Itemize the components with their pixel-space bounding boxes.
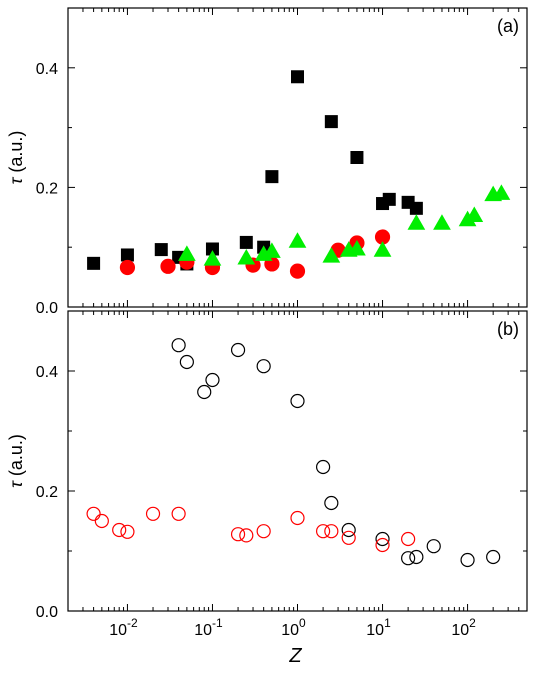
data-point	[324, 524, 339, 539]
x-tick-label: 10-1	[194, 616, 223, 639]
x-tick-label-exponent: -1	[212, 616, 223, 630]
x-tick-label-base: 10	[281, 622, 299, 639]
data-point	[179, 354, 194, 370]
data-point	[324, 115, 338, 129]
y-tick-label: 0.2	[36, 484, 58, 501]
data-point	[460, 552, 475, 568]
x-tick-label-exponent: 2	[469, 616, 476, 630]
y-axis-label: τ (a.u.)	[6, 131, 26, 185]
data-point	[409, 549, 424, 565]
data-point	[407, 214, 426, 230]
data-point	[86, 506, 101, 521]
y-axis-label-unit: (a.u.)	[6, 434, 26, 476]
plot-frame	[67, 7, 528, 308]
data-point	[401, 531, 416, 547]
data-point	[256, 524, 271, 539]
data-point	[256, 359, 271, 374]
data-point	[178, 245, 196, 261]
x-tick-label: 101	[366, 616, 391, 639]
data-point	[465, 206, 484, 223]
plot-frame	[67, 310, 528, 612]
data-point	[171, 338, 186, 353]
series-3	[178, 184, 511, 266]
data-point	[409, 201, 423, 215]
data-point	[288, 232, 307, 248]
data-point	[230, 342, 246, 358]
data-point	[291, 70, 304, 84]
data-point	[426, 539, 441, 554]
data-point	[230, 527, 246, 542]
data-point	[145, 506, 161, 521]
x-tick-label: 100	[281, 616, 306, 639]
data-point	[350, 151, 364, 164]
series-1	[87, 70, 423, 271]
data-point	[315, 524, 331, 539]
data-point	[237, 248, 256, 265]
series-1	[171, 338, 501, 568]
x-tick-label-exponent: 0	[299, 616, 306, 630]
data-point	[265, 170, 279, 184]
data-point	[119, 259, 136, 276]
data-point	[341, 530, 356, 545]
series-2	[86, 506, 416, 553]
data-point	[315, 459, 331, 475]
x-tick-label-base: 10	[194, 622, 212, 639]
y-tick-label: 0.0	[36, 300, 58, 317]
x-axis-label: Z	[288, 645, 302, 667]
data-point	[239, 235, 253, 249]
y-tick-label: 0.0	[36, 604, 58, 621]
data-point	[160, 258, 176, 274]
data-point	[94, 513, 109, 529]
x-tick-label: 102	[451, 616, 476, 639]
data-point	[486, 549, 501, 565]
data-point	[341, 522, 356, 538]
data-point	[373, 241, 392, 257]
y-axis-label-unit: (a.u.)	[6, 131, 26, 173]
y-tick-label: 0.4	[36, 61, 58, 78]
data-point	[290, 393, 305, 409]
data-point	[375, 531, 390, 547]
y-axis-label-symbol: τ	[6, 173, 26, 185]
data-point	[203, 250, 222, 266]
data-point	[154, 243, 168, 257]
x-tick-label-exponent: 1	[384, 616, 391, 630]
panel-label: (a)	[497, 16, 519, 36]
data-point	[322, 247, 341, 263]
x-tick-label: 10-2	[109, 616, 138, 639]
data-point	[433, 214, 451, 230]
data-point	[263, 242, 281, 258]
data-point	[171, 506, 186, 521]
data-point	[375, 537, 390, 553]
panel-label: (b)	[497, 319, 519, 339]
data-point	[112, 522, 127, 538]
x-tick-label-exponent: -2	[127, 616, 138, 630]
data-point	[289, 263, 306, 279]
y-tick-label: 0.4	[36, 364, 58, 381]
y-axis-label: τ (a.u.)	[6, 434, 26, 488]
data-point	[492, 184, 511, 200]
x-tick-label-base: 10	[451, 622, 469, 639]
data-point	[120, 524, 135, 539]
data-point	[290, 510, 305, 526]
panel-a: 0.0 0.2 0.4 τ (a.u.) (a)	[6, 7, 528, 317]
data-point	[205, 372, 220, 388]
data-point	[348, 239, 366, 256]
data-point	[239, 528, 254, 543]
data-point	[120, 248, 134, 262]
data-point	[197, 384, 212, 400]
data-point	[382, 192, 396, 206]
data-point	[324, 495, 339, 511]
x-tick-label-base: 10	[366, 622, 384, 639]
data-point	[87, 256, 101, 270]
data-point	[401, 551, 416, 566]
x-tick-label-base: 10	[109, 622, 127, 639]
y-axis-label-symbol: τ	[6, 476, 26, 488]
y-tick-label: 0.2	[36, 180, 58, 197]
